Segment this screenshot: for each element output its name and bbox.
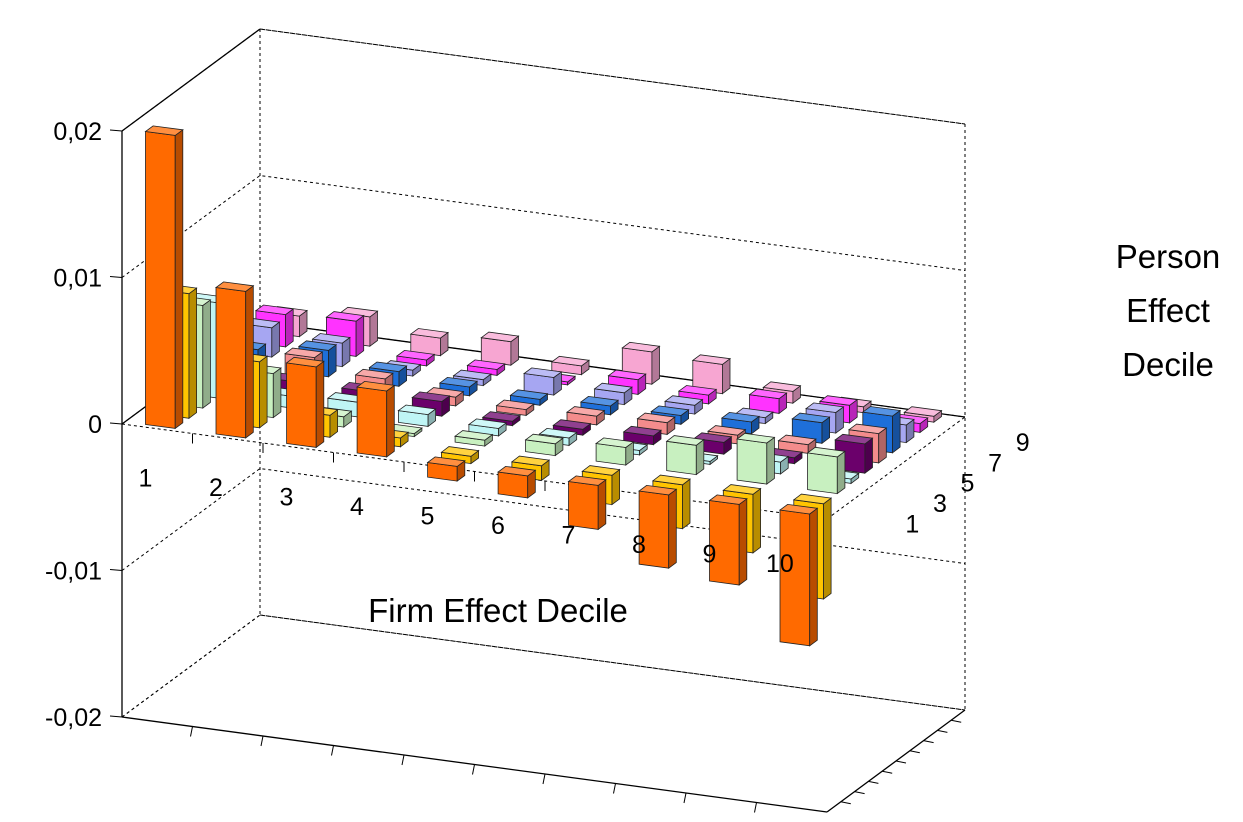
bar-firm-3-person-10 [409,328,450,357]
x-tick-label-10: 10 [766,550,794,578]
z-tick-label-3: -0,01 [45,558,102,586]
y-axis-title-line-1: Person [1116,238,1221,275]
y-floor-tick-9 [951,719,962,723]
y-floor-tick-3 [868,780,879,784]
x-floor-tick-6 [542,773,546,785]
bar-firm-7-person-3 [595,437,635,466]
x-floor-tick-5 [472,764,475,775]
gridline-1 [121,174,966,278]
z-tick-mark-2 [109,422,123,425]
y-floor-tick-4 [882,770,893,774]
z-tick-mark-4 [109,715,123,718]
x-tick-label-5: 5 [420,502,434,530]
bar-firm-8-person-1 [638,484,678,569]
x-tick-label-8: 8 [632,531,646,559]
gridline-0 [121,28,966,132]
y-floor-tick-5 [895,760,907,764]
z-tick-label-0: 0,02 [53,118,102,146]
back-top-edge [259,28,966,125]
bars-layer [144,125,943,647]
y-tick-label-3: 3 [933,490,947,518]
x-floor-tick-1 [190,726,193,737]
y-axis-title-line-3: Decile [1122,346,1214,383]
y-floor-tick-2 [854,791,865,795]
bar-firm-7-person-10 [691,354,732,395]
bar-firm-9-person-1 [708,494,748,586]
y-tick-label-7: 7 [988,449,1002,477]
zero-plane-right [826,416,966,520]
bar-firm-6-person-1 [497,465,537,499]
x-floor-tick-4 [401,754,405,766]
bar-firm-10-person-3 [806,446,846,495]
x-floor-tick-3 [331,745,334,756]
z-tick-label-4: -0,02 [45,704,102,732]
bar-firm-5-person-3 [454,430,494,447]
x-floor-tick-9 [754,802,757,813]
z-tick-label-1: 0,01 [53,265,102,293]
x-tick-label-2: 2 [209,474,223,502]
x-floor-tick-2 [260,735,264,747]
z-tick-mark-1 [109,276,123,278]
bar-firm-7-person-5 [622,425,663,446]
bar-firm-3-person-1 [285,356,325,449]
bar-firm-5-person-2 [440,446,480,465]
y-floor-tick-7 [923,740,934,744]
bar-firm-6-person-3 [524,433,564,457]
bar-firm-1-person-1 [144,125,184,430]
bar-firm-8-person-9 [748,388,788,415]
bar-firm-5-person-6 [495,399,535,417]
bar-firm-7-person-1 [567,475,607,531]
x-tick-label-6: 6 [491,512,505,540]
y-axis-title-line-2: Effect [1126,292,1210,329]
gridline-4 [121,614,966,718]
bar-firm-8-person-3 [665,435,705,476]
bar-firm-5-person-1 [426,456,466,482]
bar-firm-4-person-4 [397,404,437,428]
bar-firm-9-person-3 [736,432,776,485]
y-floor-tick-8 [937,729,948,733]
y-floor-tick-1 [840,801,851,805]
x-tick-label-4: 4 [350,493,364,521]
bar-firm-5-person-8 [523,367,563,396]
back-bottom-edge [259,614,966,711]
y-tick-label-9: 9 [1016,429,1030,457]
bar-firm-2-person-1 [214,281,255,439]
y-tick-label-5: 5 [961,470,975,498]
y-floor-tick-6 [909,750,920,754]
x-tick-label-3: 3 [279,483,293,511]
x-tick-label-1: 1 [138,464,152,492]
z-tick-mark-0 [109,129,123,132]
bar-firm-10-person-1 [778,503,819,647]
z-tick-label-2: 0 [88,411,102,439]
y-tick-label-1: 1 [905,510,919,538]
bar-firm-4-person-1 [356,380,396,458]
bar-firm-4-person-10 [480,331,520,367]
z-tick-mark-3 [109,569,123,571]
x-tick-label-9: 9 [702,540,716,568]
x-tick-label-7: 7 [561,521,575,549]
x-floor-tick-8 [683,792,687,804]
x-floor-tick-7 [613,783,616,794]
x-axis-title: Firm Effect Decile [368,592,628,629]
